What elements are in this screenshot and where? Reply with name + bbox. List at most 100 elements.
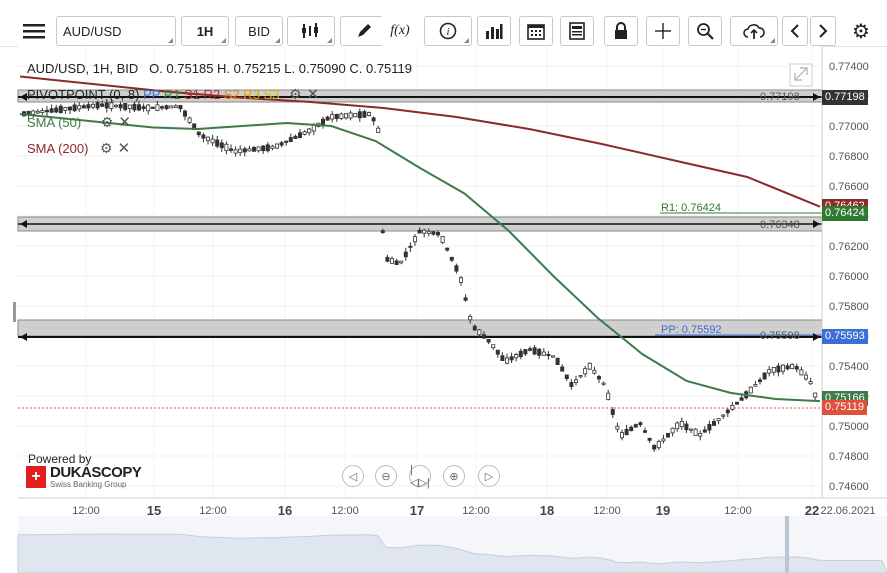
candle-body <box>256 146 261 152</box>
sma200-remove-close-icon[interactable]: ✕ <box>117 140 131 157</box>
expand-icon[interactable] <box>789 63 813 87</box>
candle-body <box>431 231 436 235</box>
crosshair-icon <box>655 23 671 39</box>
sma200-line <box>19 75 821 208</box>
candle-body <box>735 401 740 405</box>
candle-body <box>656 441 661 449</box>
candle-body <box>564 374 569 380</box>
volume-button[interactable] <box>477 16 511 46</box>
price-chart[interactable]: 0.77198 0.76348 0.75598 R1: 0.76424 PP: … <box>0 46 887 573</box>
candle-body <box>91 103 96 108</box>
candle-body <box>302 131 307 135</box>
candle-body <box>348 112 353 119</box>
left-resize-handle[interactable] <box>13 302 16 322</box>
sma200-legend[interactable]: SMA (200) ⚙ ✕ <box>27 139 130 157</box>
sma200-settings-gear-icon[interactable]: ⚙ <box>100 140 113 156</box>
navigator-handle[interactable] <box>785 516 789 573</box>
chart-type-button[interactable] <box>287 16 335 46</box>
hamburger-menu-icon[interactable] <box>14 16 54 46</box>
pp-line-inline-label: 0.75598 <box>760 330 800 342</box>
lock-button[interactable] <box>604 16 638 46</box>
settings-button[interactable]: ⚙ <box>846 16 876 46</box>
candle-body <box>684 423 689 431</box>
candle-body <box>242 148 247 153</box>
candle-body <box>68 106 73 111</box>
reset-view-button[interactable]: |◁▷| <box>409 464 431 489</box>
calendar-icon <box>527 24 545 40</box>
calendar-button[interactable] <box>519 16 553 46</box>
candle-body <box>330 114 335 120</box>
x-tick-label: 19 <box>656 503 670 518</box>
sma50-settings-gear-icon[interactable]: ⚙ <box>100 114 114 130</box>
candle-body <box>762 372 767 380</box>
powered-by-label: Powered by <box>28 452 92 466</box>
candle-body <box>661 438 666 442</box>
candle-body <box>449 256 454 261</box>
sma50-remove-close-icon[interactable]: ✕ <box>118 114 131 131</box>
zoom-in-button[interactable]: ⊕ <box>443 465 465 487</box>
pivot-settings-gear-icon[interactable]: ⚙ <box>289 86 302 102</box>
candle-body <box>49 108 54 113</box>
scroll-left-button[interactable] <box>782 16 808 46</box>
indicators-button[interactable]: f(x) <box>380 16 420 46</box>
r1-inline-label: R1: 0.76424 <box>661 202 721 214</box>
crosshair-button[interactable] <box>646 16 680 46</box>
pair-label: AUD/USD, 1H, BID <box>27 61 139 76</box>
timeframe-label: 1H <box>196 23 214 39</box>
price-side-selector[interactable]: BID <box>235 16 283 46</box>
bar-chart-icon <box>486 24 503 39</box>
candle-body <box>509 356 514 361</box>
x-tick-label: 15 <box>147 503 161 518</box>
triangle-right-icon: ▷ <box>484 470 494 483</box>
candle-body <box>518 350 523 358</box>
candle-body <box>537 348 542 356</box>
candle-body <box>357 111 362 119</box>
y-tick-label: 0.75400 <box>829 361 869 373</box>
timeframe-selector[interactable]: 1H <box>181 16 229 46</box>
pan-right-button[interactable]: ▷ <box>478 465 500 487</box>
y-tick-label: 0.76800 <box>829 151 869 163</box>
candle-body <box>389 258 394 264</box>
candle-body <box>95 102 100 109</box>
candle-body <box>307 128 312 134</box>
zoom-button[interactable] <box>688 16 722 46</box>
zoom-out-button[interactable]: ⊖ <box>375 465 397 487</box>
pivot-remove-close-icon[interactable]: ✕ <box>306 86 320 103</box>
ohlc-info: AUD/USD, 1H, BID O. 0.75185 H. 0.75215 L… <box>27 61 412 76</box>
scroll-right-button[interactable] <box>810 16 836 46</box>
candle-body <box>127 104 132 109</box>
candle-body <box>771 366 776 373</box>
info-button[interactable]: i <box>424 16 472 46</box>
candle-body <box>679 421 684 428</box>
candle-body <box>587 362 592 370</box>
cloud-upload-button[interactable] <box>730 16 778 46</box>
candle-body <box>597 376 602 380</box>
candle-body <box>403 251 408 258</box>
swiss-cross-icon: + <box>26 466 46 488</box>
candle-body <box>132 103 137 111</box>
candle-body <box>72 104 77 112</box>
symbol-selector[interactable]: AUD/USD <box>56 16 176 46</box>
candle-body <box>721 414 726 417</box>
candle-body <box>458 277 463 283</box>
candle-body <box>178 104 183 110</box>
candle-body <box>528 348 533 351</box>
candle-body <box>781 364 786 372</box>
candle-body <box>615 425 620 430</box>
high-value: H. 0.75215 <box>217 61 281 76</box>
y-tick-label: 0.75000 <box>829 421 869 433</box>
candle-body <box>325 116 330 121</box>
candle-body <box>578 375 583 378</box>
candle-body <box>100 103 105 107</box>
candle-body <box>159 106 164 109</box>
y-tick-label: 0.77400 <box>829 61 869 73</box>
candle-body <box>698 433 703 437</box>
candle-body <box>670 427 675 434</box>
sma50-legend[interactable]: SMA (50) ⚙ ✕ <box>27 113 131 131</box>
pan-left-button[interactable]: ◁ <box>342 465 364 487</box>
candle-body <box>472 325 477 331</box>
news-button[interactable] <box>560 16 594 46</box>
candle-body <box>454 265 459 272</box>
pivot-legend[interactable]: PIVOTPOINT (0, 8) PP R1 S1 R2 S2 R3 S3 ⚙… <box>27 85 319 103</box>
candle-body <box>504 357 509 364</box>
